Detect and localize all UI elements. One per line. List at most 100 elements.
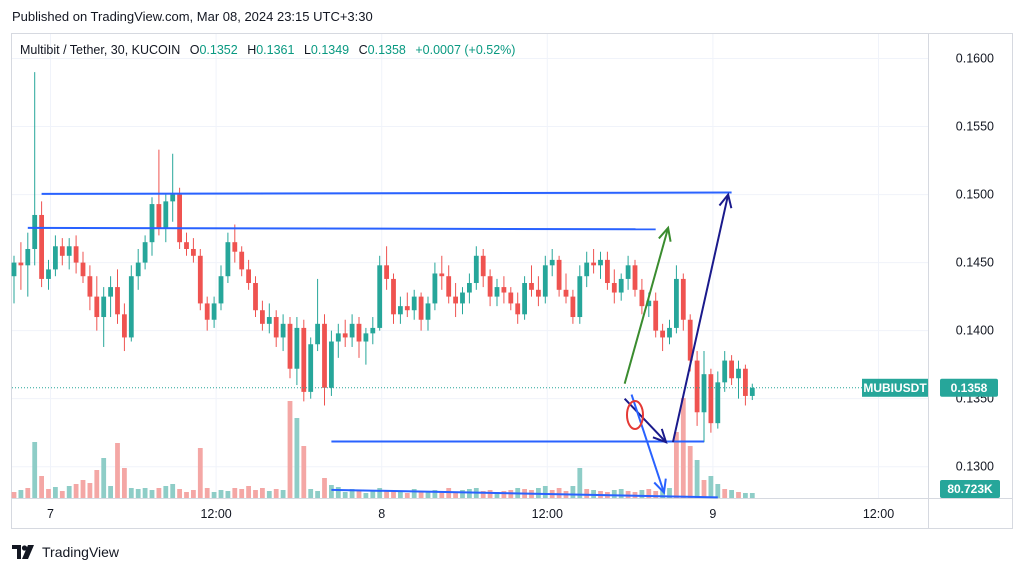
candle-body xyxy=(184,242,189,249)
arrow-head xyxy=(658,225,672,242)
candle-body xyxy=(584,262,590,277)
volume-bar xyxy=(398,492,403,498)
candle-body xyxy=(701,374,707,413)
volume-bar xyxy=(694,460,700,498)
candle-body xyxy=(522,283,527,315)
candle-body xyxy=(53,246,58,270)
candle-body xyxy=(322,323,327,388)
y-tick-label: 0.1300 xyxy=(956,460,994,474)
volume-bar xyxy=(404,493,410,498)
candlesticks xyxy=(11,72,755,443)
chart-frame[interactable] xyxy=(11,33,1013,529)
candle-body xyxy=(101,296,107,318)
candle-body xyxy=(273,317,279,338)
candle-body xyxy=(708,374,714,424)
candle-body xyxy=(335,333,341,342)
volume-bar xyxy=(11,492,17,498)
candle-body xyxy=(356,323,362,342)
candle-body xyxy=(418,296,424,320)
volume-bar xyxy=(246,486,251,498)
volume-bar xyxy=(135,489,141,498)
volume-bar xyxy=(53,487,58,498)
candle-body xyxy=(694,360,700,413)
volume-bar xyxy=(425,491,431,498)
volume-bar xyxy=(25,488,31,498)
change-value: +0.0007 (+0.52%) xyxy=(415,43,516,57)
open-label: O xyxy=(189,43,200,57)
candle-body xyxy=(446,276,452,297)
volume-bar xyxy=(128,488,134,498)
x-tick-label: 12:00 xyxy=(532,507,563,521)
candle-body xyxy=(301,327,307,392)
high-value: 0.1361 xyxy=(256,43,295,57)
x-tick-label: 12:00 xyxy=(863,507,894,521)
candle-body xyxy=(425,303,431,320)
candle-body xyxy=(80,262,86,277)
volume-bar xyxy=(260,488,265,498)
candle-body xyxy=(115,287,120,315)
volume-bar xyxy=(142,488,148,498)
volume-bar xyxy=(273,489,279,498)
volume-bar xyxy=(570,486,576,498)
volume-bar xyxy=(363,493,369,498)
volume-bar xyxy=(708,476,714,498)
candle-body xyxy=(177,194,182,243)
candle-body xyxy=(211,303,217,320)
candle-body xyxy=(225,242,231,277)
volume-bar xyxy=(108,486,113,498)
volume-bar xyxy=(177,489,182,498)
trend-line xyxy=(331,488,718,499)
price-tag-bg xyxy=(940,378,998,397)
trend-drawings xyxy=(27,191,733,499)
candle-body xyxy=(646,300,652,307)
volume-bar xyxy=(322,478,327,498)
candle-body xyxy=(59,246,65,256)
volume-bar xyxy=(39,476,44,498)
high-label: H xyxy=(247,43,257,57)
candle-body xyxy=(736,368,741,379)
volume-bar xyxy=(197,448,203,498)
arrow-head xyxy=(653,478,667,495)
x-tick-label: 7 xyxy=(47,507,54,521)
candle-body xyxy=(536,289,541,297)
volume-bar xyxy=(191,490,196,498)
published-note: Published on TradingView.com, Mar 08, 20… xyxy=(12,9,373,24)
volume-bar xyxy=(736,492,741,498)
arrow-head xyxy=(652,428,668,444)
candle-body xyxy=(639,289,645,307)
candle-body xyxy=(611,283,617,293)
candle-body xyxy=(66,246,72,256)
volume-bar xyxy=(329,485,334,498)
candle-body xyxy=(308,344,314,392)
volume-bar xyxy=(625,491,631,498)
candle-body xyxy=(370,327,376,334)
tradingview-logo-icon xyxy=(12,545,34,559)
candle-body xyxy=(743,368,748,396)
tradingview-brand[interactable]: TradingView xyxy=(12,544,119,560)
y-tick-label: 0.1500 xyxy=(956,188,994,202)
volume-bar xyxy=(115,443,120,498)
volume-bar xyxy=(687,446,693,498)
volume-bar xyxy=(342,492,348,498)
candle-body xyxy=(515,303,521,315)
volume-bar xyxy=(556,488,562,498)
volume-bar xyxy=(639,490,645,498)
candle-body xyxy=(149,204,155,243)
low-value: 0.1349 xyxy=(310,43,350,57)
volume-bar xyxy=(225,491,231,498)
candle-body xyxy=(667,327,672,338)
arrow-line xyxy=(671,194,730,443)
volume-bar xyxy=(480,491,486,498)
volume-bar xyxy=(501,491,507,498)
volume-bar xyxy=(439,491,445,498)
candle-body xyxy=(432,273,438,304)
volume-bar xyxy=(170,484,176,498)
candle-body xyxy=(439,273,445,277)
candle-body xyxy=(363,333,369,342)
candle-body xyxy=(453,296,458,304)
symbol-tag-bg xyxy=(862,378,928,397)
price-tag-label: 0.1358 xyxy=(951,381,988,395)
candle-body xyxy=(570,296,576,318)
volume-bar xyxy=(749,493,755,498)
